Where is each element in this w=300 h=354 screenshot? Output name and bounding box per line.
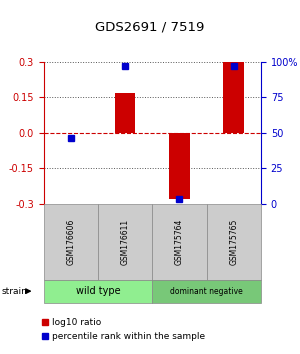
Text: GSM175765: GSM175765 (229, 218, 238, 265)
Text: wild type: wild type (76, 286, 120, 296)
Bar (207, 204, 261, 280)
Bar (98, 204, 152, 280)
Text: GDS2691 / 7519: GDS2691 / 7519 (95, 20, 205, 33)
Text: GSM176606: GSM176606 (66, 218, 75, 265)
Bar (152, 204, 207, 280)
Bar (44, 280, 152, 303)
Text: percentile rank within the sample: percentile rank within the sample (52, 332, 206, 341)
Bar (115, 93, 135, 133)
Bar (224, 62, 244, 133)
Text: GSM175764: GSM175764 (175, 218, 184, 265)
Bar (44, 204, 98, 280)
Bar (169, 133, 190, 199)
Text: log10 ratio: log10 ratio (52, 318, 102, 327)
Text: GSM176611: GSM176611 (121, 218, 130, 265)
Text: dominant negative: dominant negative (170, 287, 243, 296)
Text: strain: strain (2, 287, 27, 296)
Bar (152, 280, 261, 303)
